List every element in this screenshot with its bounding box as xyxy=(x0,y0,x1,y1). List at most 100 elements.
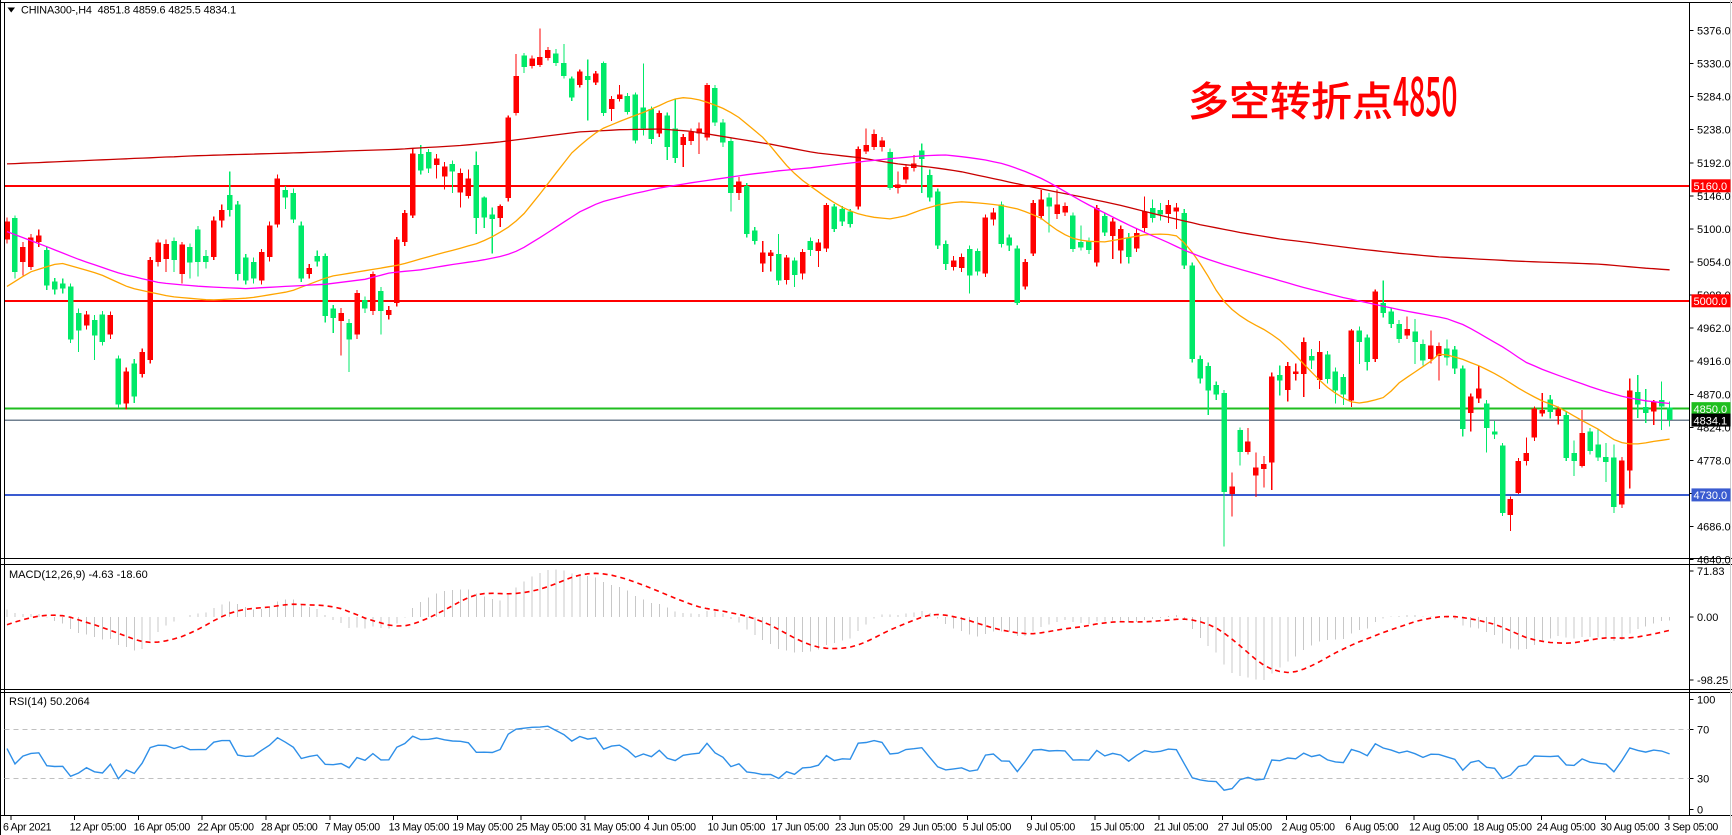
symbol-dropdown-icon[interactable] xyxy=(7,7,16,13)
candle-body xyxy=(1619,460,1625,505)
candle-body xyxy=(950,260,957,268)
candle-body xyxy=(274,178,281,225)
candle-body xyxy=(616,94,623,99)
candle-body xyxy=(934,191,941,246)
date-axis-label: 5 Jul 05:00 xyxy=(963,822,1012,834)
candle-body xyxy=(1245,441,1251,452)
date-axis-label: 25 May 05:00 xyxy=(516,822,577,834)
candle-body xyxy=(1364,337,1371,362)
candle-body xyxy=(497,205,503,219)
candle-body xyxy=(1332,371,1339,391)
candle-body xyxy=(75,313,82,331)
time-axis-scale[interactable] xyxy=(0,817,1732,835)
candle-body xyxy=(1173,207,1180,212)
date-axis-label: 13 May 05:00 xyxy=(389,822,450,834)
candle-body xyxy=(728,141,734,193)
candle-body xyxy=(314,256,320,262)
rsi-axis-label: 100 xyxy=(1697,695,1715,707)
candle-body xyxy=(1189,265,1196,360)
candle-body xyxy=(394,239,400,303)
macd-panel[interactable] xyxy=(6,569,1671,681)
candle-body xyxy=(855,149,861,207)
price-badge-text: 5000.0 xyxy=(1694,296,1728,308)
price-axis-label: 5330.0 xyxy=(1697,59,1731,71)
ma-mid-line xyxy=(6,154,1670,405)
candle-body xyxy=(83,314,90,326)
candle-body xyxy=(982,217,989,274)
candle-body xyxy=(425,152,432,169)
date-axis-label: 23 Jun 05:00 xyxy=(835,822,893,834)
price-axis-label: 4686.0 xyxy=(1697,522,1731,534)
price-axis-label: 5238.0 xyxy=(1697,125,1731,137)
candle-body xyxy=(59,283,66,289)
candle-body xyxy=(584,75,591,81)
main-price-chart[interactable] xyxy=(4,28,1689,547)
candle-body xyxy=(5,221,10,240)
candle-body xyxy=(927,175,933,198)
candle-body xyxy=(1531,408,1538,438)
candle-body xyxy=(1062,205,1068,213)
rsi-line xyxy=(6,725,1670,791)
date-axis-label: 19 May 05:00 xyxy=(452,822,513,834)
price-badge-text: 5160.0 xyxy=(1694,181,1728,193)
candle-body xyxy=(1014,248,1021,303)
price-axis-label: 5146.0 xyxy=(1697,191,1731,203)
candle-body xyxy=(632,94,639,141)
candle-body xyxy=(473,164,480,219)
candle-body xyxy=(1181,213,1188,266)
annotation-glyph xyxy=(1190,81,1227,120)
rsi-axis-label: 70 xyxy=(1697,725,1709,737)
candle-body xyxy=(1213,384,1219,395)
candle-body xyxy=(195,229,201,262)
candle-body xyxy=(608,98,615,109)
rsi-panel[interactable] xyxy=(4,725,1690,791)
candle-body xyxy=(1054,204,1060,214)
candle-body xyxy=(1491,431,1498,435)
date-axis-label: 22 Apr 05:00 xyxy=(197,822,254,834)
candle-body xyxy=(1086,241,1092,250)
price-badge-bg xyxy=(1691,402,1731,416)
candle-body xyxy=(1444,348,1450,358)
candle-body xyxy=(1539,410,1546,414)
candle-body xyxy=(600,62,607,114)
date-axis-label: 16 Apr 05:00 xyxy=(133,822,190,834)
candle-body xyxy=(1165,205,1172,214)
candle-body xyxy=(1635,392,1641,405)
rsi-axis-label: 30 xyxy=(1697,774,1709,786)
candle-body xyxy=(402,213,408,242)
candle-body xyxy=(234,204,241,275)
candle-body xyxy=(139,351,145,375)
date-axis-label: 12 Aug 05:00 xyxy=(1409,822,1468,834)
date-axis-label: 2 Aug 05:00 xyxy=(1282,822,1336,834)
candle-body xyxy=(1523,453,1530,462)
date-axis-label: 9 Jul 05:00 xyxy=(1026,822,1075,834)
candle-body xyxy=(696,128,702,134)
candle-body xyxy=(1292,371,1299,375)
candles xyxy=(5,28,1673,547)
candle-body xyxy=(648,108,655,140)
candle-body xyxy=(1157,210,1164,215)
annotation-text[interactable] xyxy=(1190,76,1457,120)
candle-body xyxy=(1515,461,1522,493)
candle-body xyxy=(1396,323,1402,339)
candle-body xyxy=(887,152,893,188)
candle-body xyxy=(1475,388,1482,399)
candle-body xyxy=(680,136,686,145)
price-axis-scale[interactable] xyxy=(1691,0,1732,816)
price-badge-bg xyxy=(1691,179,1731,193)
price-badge-text: 4834.1 xyxy=(1694,415,1728,427)
chart-header: CHINA300-,H4 4851.8 4859.6 4825.5 4834.1 xyxy=(7,5,236,17)
candle-body xyxy=(966,249,973,276)
candle-body xyxy=(481,197,488,218)
date-axis-label: 31 May 05:00 xyxy=(580,822,641,834)
date-axis-label: 30 Aug 05:00 xyxy=(1600,822,1659,834)
candle-body xyxy=(115,358,122,405)
candle-body xyxy=(1460,368,1466,429)
candle-body xyxy=(1650,402,1657,412)
candle-body xyxy=(1428,345,1434,360)
price-badge-bg xyxy=(1691,488,1731,502)
price-axis-label: 4962.0 xyxy=(1697,323,1731,335)
candle-body xyxy=(20,246,26,262)
candle-body xyxy=(441,166,448,177)
